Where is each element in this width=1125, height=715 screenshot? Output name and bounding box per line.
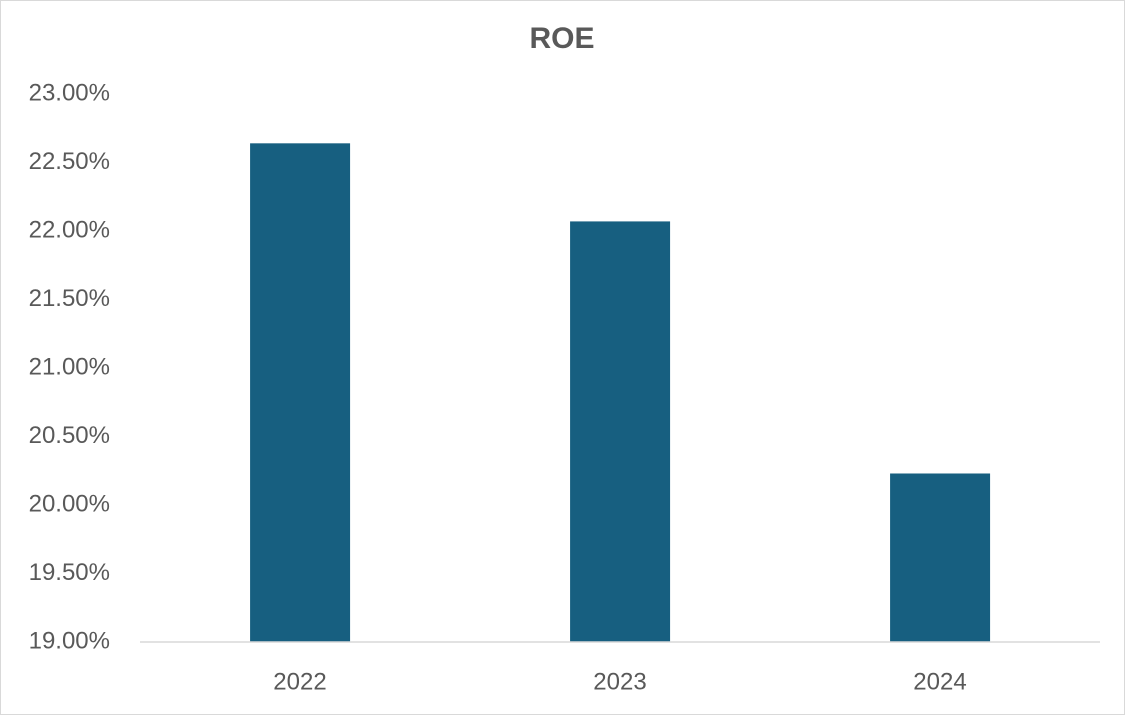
- y-tick-label: 23.00%: [29, 79, 110, 106]
- y-tick-label: 21.50%: [29, 285, 110, 312]
- bar: [570, 221, 671, 642]
- x-tick-label: 2023: [593, 668, 646, 695]
- x-tick-label: 2024: [913, 668, 966, 695]
- y-tick-label: 19.00%: [29, 627, 110, 654]
- y-tick-label: 21.00%: [29, 353, 110, 380]
- y-tick-label: 19.50%: [29, 559, 110, 586]
- y-tick-label: 22.00%: [29, 216, 110, 243]
- bar: [250, 143, 351, 642]
- chart-title: ROE: [529, 22, 594, 55]
- y-tick-label: 22.50%: [29, 148, 110, 175]
- y-tick-label: 20.50%: [29, 422, 110, 449]
- x-tick-label: 2022: [273, 668, 326, 695]
- y-tick-label: 20.00%: [29, 490, 110, 517]
- bar: [890, 473, 991, 642]
